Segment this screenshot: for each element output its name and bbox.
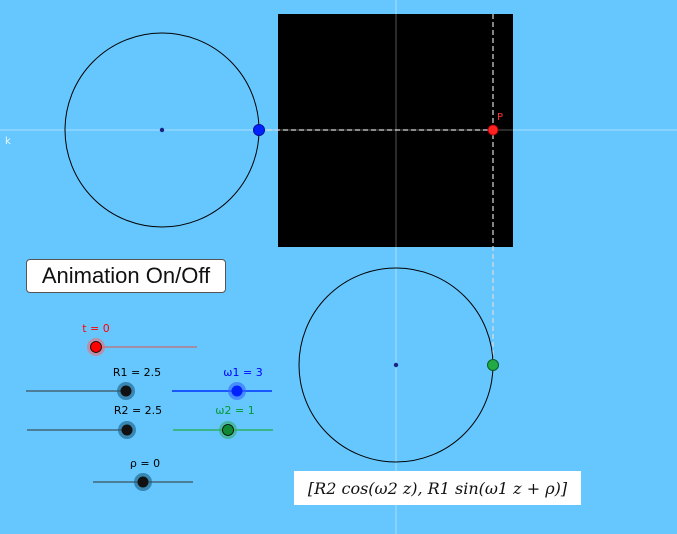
slider-rho-label: ρ = 0 <box>129 457 161 470</box>
slider-w1-label: ω1 = 3 <box>223 366 263 379</box>
slider-r1-handle[interactable] <box>120 385 132 397</box>
point-p[interactable] <box>487 124 499 136</box>
slider-r2-handle[interactable] <box>121 424 133 436</box>
circle-r2-center <box>393 362 399 368</box>
slider-t-handle[interactable] <box>90 341 102 353</box>
axis-label-k: k <box>5 136 11 147</box>
green-point[interactable] <box>487 359 499 371</box>
slider-r1-label: R1 = 2.5 <box>112 366 162 379</box>
slider-w2-label: ω2 = 1 <box>215 404 255 417</box>
slider-r2-label: R2 = 2.5 <box>113 404 163 417</box>
slider-w1-handle[interactable] <box>231 385 243 397</box>
animation-toggle-button[interactable]: Animation On/Off <box>26 259 226 293</box>
blue-point[interactable] <box>253 124 265 136</box>
point-p-label: P <box>497 112 503 123</box>
parametric-formula: [R2 cos(ω2 z), R1 sin(ω1 z + ρ)] <box>294 471 581 505</box>
slider-t-label: t = 0 <box>82 322 110 335</box>
circle-r1-center <box>159 127 165 133</box>
slider-w2-handle[interactable] <box>222 424 234 436</box>
slider-rho-handle[interactable] <box>137 476 149 488</box>
